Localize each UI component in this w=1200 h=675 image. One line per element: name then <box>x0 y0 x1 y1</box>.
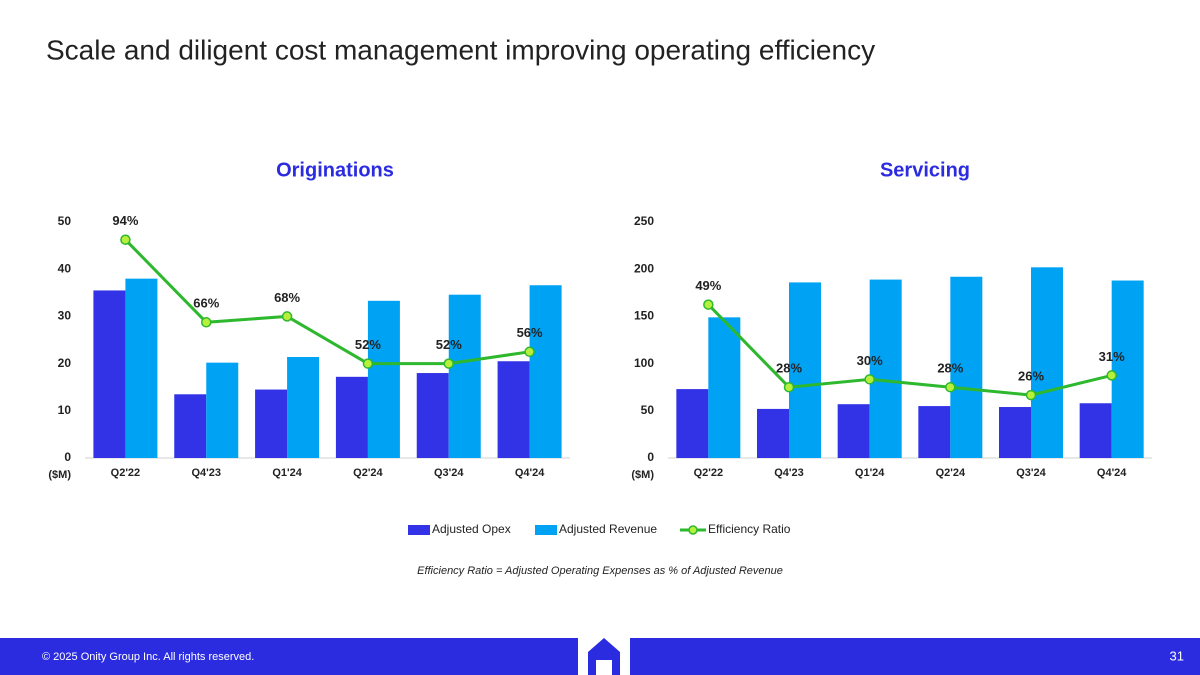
copyright: © 2025 Onity Group Inc. All rights reser… <box>42 651 254 663</box>
y-tick-label: 250 <box>634 214 654 228</box>
data-label: 52% <box>355 337 381 352</box>
bar <box>448 294 481 458</box>
marker <box>703 299 714 310</box>
data-label: 66% <box>193 296 219 311</box>
bar <box>869 279 902 458</box>
slide-title: Scale and diligent cost management impro… <box>46 34 875 65</box>
bar <box>206 362 239 458</box>
bar <box>497 361 530 458</box>
legend-swatch <box>408 525 430 535</box>
data-label: 68% <box>274 290 300 305</box>
bar <box>416 373 449 458</box>
data-label: 49% <box>695 278 721 293</box>
y-tick-label: 0 <box>64 450 71 464</box>
marker <box>524 346 535 358</box>
x-tick-label: Q1'24 <box>272 467 302 479</box>
x-tick-label: Q3'24 <box>434 467 464 479</box>
bar <box>1079 403 1112 458</box>
marker <box>1106 370 1117 381</box>
y-tick-label: 150 <box>634 309 654 323</box>
logo <box>588 638 620 675</box>
y-tick-label: 200 <box>634 261 654 275</box>
bar <box>1111 280 1144 458</box>
legend-label: Adjusted Revenue <box>559 522 657 536</box>
bar <box>676 389 709 458</box>
bar <box>918 406 951 458</box>
bar <box>1031 267 1063 458</box>
data-label: 28% <box>937 361 963 376</box>
data-label: 56% <box>517 325 543 340</box>
data-label: 30% <box>857 353 883 368</box>
x-tick-label: Q2'22 <box>694 467 724 479</box>
marker <box>201 317 212 328</box>
page-number: 31 <box>1170 648 1184 663</box>
x-tick-label: Q2'24 <box>353 467 383 479</box>
line <box>707 303 1113 397</box>
chart-title: Servicing <box>880 159 970 181</box>
marker <box>281 311 293 322</box>
data-label: 26% <box>1018 369 1044 384</box>
marker <box>362 358 374 369</box>
bar <box>950 276 983 458</box>
marker <box>783 381 795 393</box>
y-tick-label: 0 <box>647 450 654 464</box>
bar <box>287 356 320 458</box>
data-label: 52% <box>436 337 462 352</box>
y-tick-label: 50 <box>641 403 655 417</box>
bar <box>999 407 1031 458</box>
bar <box>255 389 288 458</box>
marker <box>443 358 454 369</box>
data-label: 31% <box>1099 349 1125 364</box>
bar <box>789 282 821 458</box>
y-tick-label: 100 <box>634 356 654 370</box>
chart-title: Originations <box>276 159 394 181</box>
y-tick-label: 20 <box>58 356 72 370</box>
legend-marker <box>688 525 698 535</box>
data-label: 94% <box>112 213 138 228</box>
y-tick-label: 10 <box>58 403 72 417</box>
bar <box>335 376 368 458</box>
x-tick-label: Q3'24 <box>1016 467 1046 479</box>
bar <box>367 300 400 458</box>
x-tick-label: Q2'24 <box>936 467 966 479</box>
y-unit: ($M) <box>48 469 71 481</box>
x-tick-label: Q2'22 <box>111 467 141 479</box>
bar <box>174 394 207 458</box>
data-label: 28% <box>776 361 802 376</box>
y-tick-label: 40 <box>58 261 72 275</box>
legend-label: Efficiency Ratio <box>708 522 791 536</box>
y-tick-label: 50 <box>58 214 72 228</box>
x-tick-label: Q4'23 <box>191 467 221 479</box>
footnote: Efficiency Ratio = Adjusted Operating Ex… <box>417 565 783 577</box>
x-tick-label: Q4'24 <box>1097 467 1127 479</box>
legend-swatch <box>535 525 557 535</box>
marker <box>864 374 875 385</box>
y-tick-label: 30 <box>58 309 72 323</box>
x-tick-label: Q4'23 <box>774 467 804 479</box>
x-tick-label: Q1'24 <box>855 467 885 479</box>
x-tick-label: Q4'24 <box>515 467 545 479</box>
marker <box>1025 389 1037 401</box>
marker <box>945 381 956 393</box>
bar <box>708 317 741 458</box>
line <box>124 238 530 366</box>
bar <box>93 290 126 458</box>
bar <box>529 285 562 458</box>
bar <box>757 408 789 458</box>
legend-label: Adjusted Opex <box>432 522 511 536</box>
bar <box>837 404 870 458</box>
bar <box>125 278 158 458</box>
marker <box>120 234 131 245</box>
y-unit: ($M) <box>631 469 654 481</box>
